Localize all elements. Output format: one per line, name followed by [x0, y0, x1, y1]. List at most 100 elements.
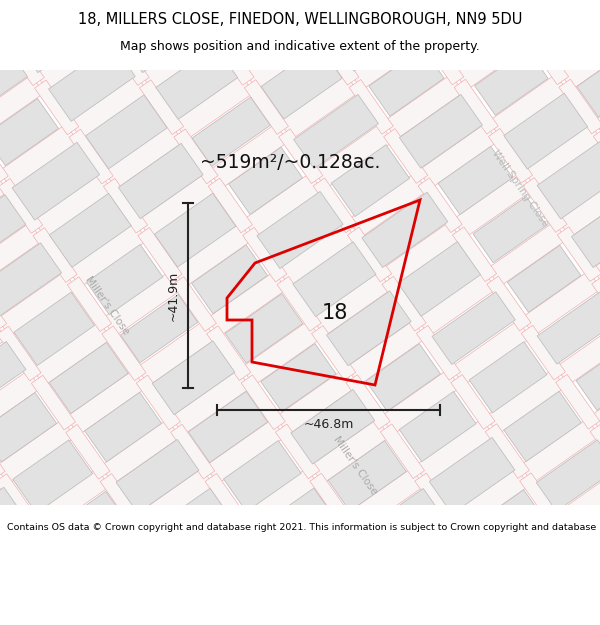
Polygon shape [154, 193, 236, 267]
Polygon shape [173, 222, 252, 288]
Polygon shape [156, 46, 238, 119]
Polygon shape [105, 31, 149, 86]
Polygon shape [312, 271, 391, 336]
Polygon shape [13, 440, 92, 513]
Polygon shape [32, 321, 111, 386]
Polygon shape [277, 276, 321, 331]
Text: ~519m²/~0.128ac.: ~519m²/~0.128ac. [200, 154, 380, 173]
Polygon shape [207, 271, 287, 336]
Polygon shape [484, 517, 563, 582]
Polygon shape [452, 227, 497, 282]
Polygon shape [489, 74, 568, 139]
Polygon shape [577, 46, 600, 117]
Polygon shape [536, 440, 600, 511]
Polygon shape [523, 177, 567, 232]
Polygon shape [33, 228, 77, 282]
Polygon shape [331, 145, 410, 217]
Polygon shape [0, 272, 77, 337]
Polygon shape [504, 391, 581, 462]
Polygon shape [0, 277, 7, 332]
Polygon shape [257, 191, 343, 269]
Polygon shape [102, 326, 146, 381]
Polygon shape [175, 0, 220, 36]
Polygon shape [0, 419, 75, 484]
Polygon shape [330, 0, 414, 71]
Polygon shape [467, 490, 545, 560]
Polygon shape [0, 474, 40, 529]
Polygon shape [326, 291, 411, 366]
Polygon shape [0, 222, 43, 288]
Polygon shape [240, 468, 319, 533]
Polygon shape [487, 276, 531, 331]
Polygon shape [380, 424, 425, 479]
Polygon shape [523, 123, 600, 188]
Polygon shape [210, 31, 254, 85]
Polygon shape [35, 80, 79, 135]
Polygon shape [174, 129, 218, 184]
Polygon shape [576, 344, 600, 411]
Polygon shape [557, 173, 600, 238]
Polygon shape [118, 143, 203, 219]
Polygon shape [66, 370, 146, 435]
Polygon shape [439, 0, 515, 67]
Polygon shape [1, 0, 80, 41]
Polygon shape [438, 146, 512, 214]
Polygon shape [70, 75, 149, 140]
Polygon shape [520, 419, 599, 483]
Polygon shape [33, 173, 113, 238]
Polygon shape [102, 272, 182, 336]
Polygon shape [0, 392, 56, 462]
Polygon shape [205, 419, 285, 484]
Polygon shape [69, 129, 113, 184]
Polygon shape [106, 0, 185, 41]
Polygon shape [66, 424, 110, 479]
Polygon shape [310, 473, 354, 528]
Polygon shape [590, 424, 600, 478]
Polygon shape [291, 389, 375, 464]
Polygon shape [344, 522, 388, 577]
Polygon shape [170, 424, 215, 479]
Polygon shape [30, 469, 110, 534]
Polygon shape [172, 277, 217, 331]
Polygon shape [0, 47, 28, 119]
Polygon shape [67, 277, 112, 331]
Polygon shape [138, 228, 182, 282]
Polygon shape [279, 129, 323, 184]
Polygon shape [418, 124, 498, 188]
Polygon shape [225, 294, 303, 363]
Polygon shape [86, 95, 167, 169]
Text: Miller's Close: Miller's Close [83, 274, 131, 336]
Polygon shape [503, 539, 579, 609]
Polygon shape [429, 438, 515, 514]
Polygon shape [0, 124, 79, 189]
Text: ~41.9m: ~41.9m [167, 271, 180, 321]
Polygon shape [344, 468, 424, 533]
Polygon shape [537, 292, 600, 364]
Polygon shape [366, 344, 440, 411]
Polygon shape [35, 26, 115, 91]
Polygon shape [595, 0, 600, 36]
Polygon shape [385, 0, 430, 36]
Polygon shape [449, 522, 493, 577]
Polygon shape [419, 30, 464, 85]
Polygon shape [137, 321, 216, 386]
Polygon shape [369, 48, 444, 116]
Polygon shape [12, 142, 100, 220]
Polygon shape [590, 369, 600, 434]
Polygon shape [229, 147, 302, 214]
Polygon shape [382, 276, 426, 331]
Polygon shape [0, 370, 41, 435]
Polygon shape [104, 124, 183, 189]
Polygon shape [394, 536, 479, 612]
Polygon shape [383, 129, 428, 183]
Polygon shape [360, 489, 443, 562]
Polygon shape [49, 342, 128, 414]
Polygon shape [451, 374, 495, 429]
Polygon shape [487, 222, 567, 287]
Polygon shape [0, 129, 8, 184]
Polygon shape [261, 344, 336, 412]
Polygon shape [349, 79, 394, 134]
Polygon shape [559, 25, 600, 90]
Polygon shape [85, 392, 161, 462]
Polygon shape [398, 242, 481, 316]
